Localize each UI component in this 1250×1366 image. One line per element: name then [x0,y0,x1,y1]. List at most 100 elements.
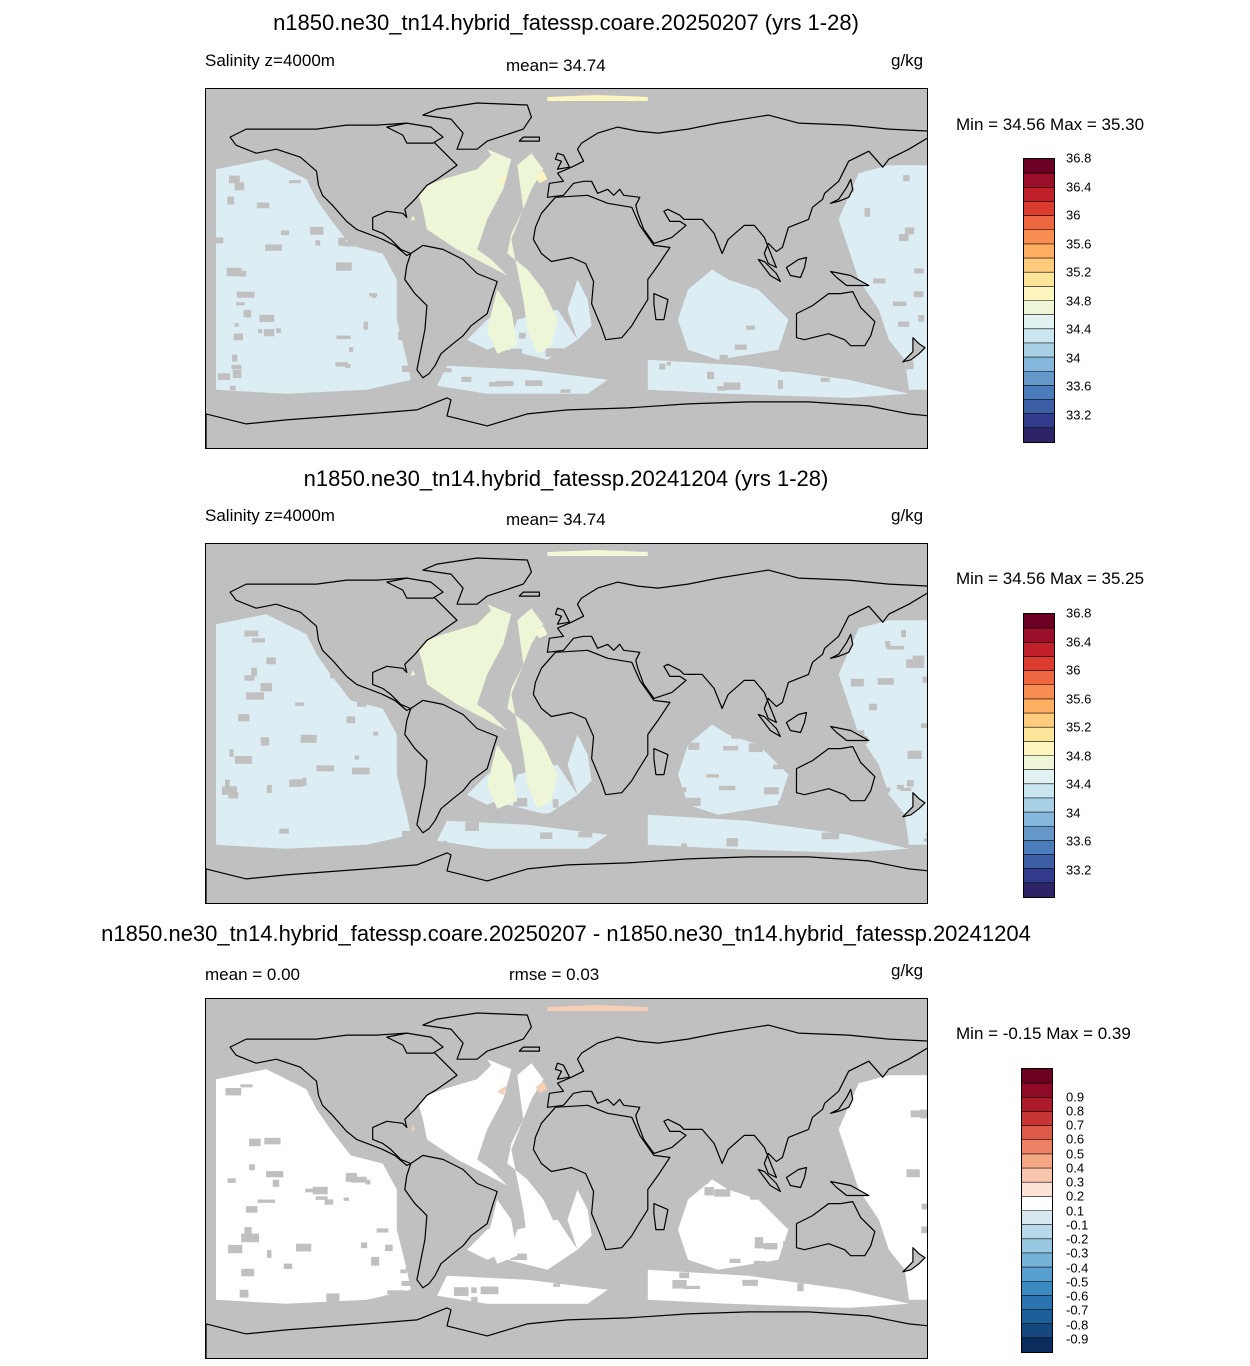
colorbar-swatch [1024,614,1054,629]
colorbar-swatch [1024,656,1054,671]
colorbar-tick-label: 35.2 [1066,264,1092,280]
panel2-left-label: Salinity z=4000m [205,506,335,525]
coastline-greenland [422,557,532,605]
panel3-map [205,998,928,1359]
colorbar-swatch [1024,812,1054,827]
panel3-units: g/kg [891,961,924,980]
coastline-newGuinea [829,1180,870,1197]
colorbar-swatch [1024,755,1054,770]
coastline-eurasia [546,114,927,269]
panel1-center-label: mean= 34.74 [506,56,606,75]
coastline-eurasia [546,1024,927,1179]
colorbar-swatch [1024,670,1054,686]
coastline-australia [795,291,876,347]
colorbar-swatch [1022,1168,1052,1183]
colorbar-tick-label: -0.1 [1066,1217,1089,1233]
panel2-title: n1850.ne30_tn14.hybrid_fatessp.20241204 … [303,466,829,491]
colorbar-swatch [1024,413,1054,429]
colorbar-tick-label: 36.8 [1066,605,1092,621]
colorbar-tick-label: 0.8 [1066,1103,1085,1119]
coastline-sumatra [757,713,782,738]
coastline-baffin [386,122,444,144]
panel2-minmax: Min = 34.56 Max = 35.25 [956,569,1145,588]
colorbar-swatch [1024,229,1054,245]
coastline-borneo [785,1166,808,1189]
coastline-sumatra [757,258,782,283]
colorbar-swatch [1022,1069,1052,1084]
colorbar-swatch [1024,713,1054,728]
colorbar-tick-label: -0.8 [1066,1317,1089,1332]
colorbar-swatch [1024,769,1054,785]
panel1-map [205,88,928,449]
coastline-australia [795,746,876,802]
coastline-japan [829,633,854,659]
colorbar-tick-label: 0.7 [1066,1117,1085,1133]
colorbar-swatch [1024,854,1054,869]
colorbar-tick-label: 0.9 [1066,1089,1085,1104]
colorbar-tick-label: 36 [1066,662,1081,678]
colorbar-swatch [1022,1182,1052,1197]
colorbar-tick-label: 36.4 [1066,179,1092,194]
coastline-southAmerica [404,244,498,379]
colorbar-tick-label: 34.8 [1066,748,1092,763]
colorbar-swatch [1024,698,1054,714]
colorbar-swatch [1022,1323,1052,1339]
colorbar-swatch [1024,797,1054,813]
coastline-antarctica [206,1307,927,1358]
coastline-britain [554,1062,571,1080]
panel1-colorbar-ticks: 33.2 33.6 34 34.4 34.8 35.2 35.6 36 36.4 36.8 [1066,151,1126,443]
colorbar-swatch [1024,328,1054,344]
coastline-borneo [785,256,808,279]
panel2-colorbar [1023,613,1055,898]
colorbar-swatch [1022,1295,1052,1310]
coastline-africa [532,194,671,341]
colorbar-tick-label: 33.6 [1066,833,1092,849]
panel3-colorbar [1021,1068,1053,1353]
coastline-australia [795,1201,876,1257]
colorbar-tick-label: -0.2 [1066,1231,1089,1247]
colorbar-tick-label: 34.4 [1066,321,1092,337]
colorbar-swatch [1022,1083,1052,1098]
coastline-madagascar [653,748,669,776]
colorbar-tick-label: -0.3 [1066,1245,1089,1261]
colorbar-swatch [1024,272,1054,287]
coastline-greenland [422,1012,532,1060]
colorbar-swatch [1022,1196,1052,1211]
coastline-southAmerica [404,699,498,834]
panel1-title: n1850.ne30_tn14.hybrid_fatessp.coare.202… [273,10,859,35]
colorbar-tick-label: 35.2 [1066,719,1092,735]
colorbar-swatch [1024,826,1054,841]
colorbar-swatch [1024,399,1054,414]
coastline-sumatra [757,1168,782,1193]
panel1-minmax: Min = 34.56 Max = 35.30 [956,115,1145,134]
coastline-antarctica [206,852,927,903]
colorbar-swatch [1024,642,1054,657]
coastline-japan [829,1088,854,1114]
colorbar-tick-label: 33.2 [1066,407,1092,422]
coastline-britain [554,607,571,625]
panel2-center-label: mean= 34.74 [506,510,606,529]
coastline-africa [532,649,671,796]
colorbar-tick-label: 34.4 [1066,776,1092,792]
coastline-newGuinea [829,270,870,287]
colorbar-tick-label: 0.3 [1066,1174,1085,1190]
colorbar-tick-label: 36 [1066,207,1081,223]
colorbar-swatch [1024,187,1054,202]
colorbar-swatch [1024,159,1054,174]
coastline-iceland [518,136,540,142]
colorbar-tick-label: 33.6 [1066,378,1092,394]
coastline-japan [829,178,854,204]
colorbar-swatch [1022,1224,1052,1240]
coastline-southAmerica [404,1154,498,1289]
colorbar-swatch [1024,215,1054,231]
colorbar-swatch [1024,357,1054,372]
coastline-borneo [785,711,808,734]
colorbar-swatch [1022,1125,1052,1141]
colorbar-tick-label: 36.8 [1066,150,1092,166]
colorbar-tick-label: -0.9 [1066,1331,1089,1347]
coastline-newZealand [902,337,926,363]
colorbar-swatch [1022,1281,1052,1296]
colorbar-swatch [1024,385,1054,400]
colorbar-swatch [1024,300,1054,315]
colorbar-swatch [1022,1309,1052,1324]
